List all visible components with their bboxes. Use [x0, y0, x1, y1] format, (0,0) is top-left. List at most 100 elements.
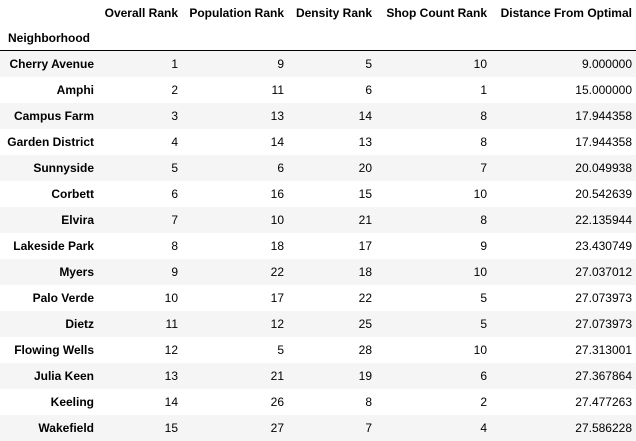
row-label-neighborhood: Julia Keen: [33, 368, 94, 383]
row-label-neighborhood: Myers: [59, 264, 94, 279]
table-row: Corbett 6 16 15 10 20.542639: [0, 180, 636, 207]
cell-density-rank: 21: [358, 212, 372, 227]
table-row: Flowing Wells 12 5 28 10 27.313001: [0, 336, 636, 363]
cell-overall-rank: 11: [165, 316, 178, 331]
cell-shop-count-rank: 10: [473, 186, 487, 201]
cell-density-rank: 19: [358, 368, 372, 383]
cell-overall-rank: 13: [164, 368, 178, 383]
cell-shop-count-rank: 1: [480, 82, 487, 97]
cell-overall-rank: 15: [164, 420, 178, 435]
row-label-neighborhood: Campus Farm: [13, 108, 94, 123]
cell-shop-count-rank: 6: [480, 368, 487, 383]
cell-shop-count-rank: 10: [473, 264, 487, 279]
table-row: Amphi 2 11 6 1 15.000000: [0, 76, 636, 103]
row-label-neighborhood: Palo Verde: [32, 290, 94, 305]
cell-shop-count-rank: 2: [480, 394, 487, 409]
cell-distance-from-optimal: 27.477263: [575, 394, 632, 409]
cell-population-rank: 26: [270, 394, 284, 409]
cell-population-rank: 27: [270, 420, 284, 435]
table-row: Keeling 14 26 8 2 27.477263: [0, 388, 636, 415]
cell-population-rank: 16: [270, 186, 284, 201]
table-row: Palo Verde 10 17 22 5 27.073973: [0, 284, 636, 311]
table-row: Dietz 11 12 25 5 27.073973: [0, 310, 636, 337]
cell-population-rank: 22: [270, 264, 284, 279]
table-row: Julia Keen 13 21 19 6 27.367864: [0, 362, 636, 389]
row-label-neighborhood: Corbett: [51, 186, 94, 201]
cell-overall-rank: 12: [164, 342, 178, 357]
table-header: Overall Rank Population Rank Density Ran…: [0, 0, 636, 51]
row-label-neighborhood: Cherry Avenue: [9, 56, 94, 71]
cell-population-rank: 17: [270, 290, 284, 305]
cell-shop-count-rank: 10: [473, 342, 487, 357]
cell-density-rank: 17: [358, 238, 372, 253]
cell-overall-rank: 5: [171, 160, 178, 175]
cell-distance-from-optimal: 17.944358: [575, 134, 632, 149]
cell-population-rank: 13: [270, 108, 284, 123]
row-label-neighborhood: Wakefield: [38, 420, 94, 435]
cell-population-rank: 11: [271, 82, 284, 97]
cell-overall-rank: 10: [164, 290, 178, 305]
cell-density-rank: 7: [365, 420, 372, 435]
cell-shop-count-rank: 5: [480, 290, 487, 305]
cell-distance-from-optimal: 27.073973: [575, 316, 632, 331]
cell-density-rank: 13: [358, 134, 372, 149]
table-row: Lakeside Park 8 18 17 9 23.430749: [0, 232, 636, 259]
row-label-neighborhood: Lakeside Park: [13, 238, 94, 253]
cell-density-rank: 22: [358, 290, 372, 305]
cell-distance-from-optimal: 27.586228: [575, 420, 632, 435]
cell-distance-from-optimal: 20.049938: [575, 160, 632, 175]
cell-distance-from-optimal: 27.313001: [575, 342, 632, 357]
cell-distance-from-optimal: 27.367864: [575, 368, 632, 383]
column-header-overall-rank: Overall Rank: [104, 6, 178, 20]
row-label-neighborhood: Sunnyside: [33, 160, 94, 175]
table-row: Sunnyside 5 6 20 7 20.049938: [0, 154, 636, 181]
table-body: Cherry Avenue 1 9 5 10 9.000000 Amphi 2 11 6 1 15.0…: [0, 50, 636, 441]
index-name-row: Neighborhood: [0, 26, 636, 51]
cell-density-rank: 8: [365, 394, 372, 409]
cell-overall-rank: 14: [164, 394, 178, 409]
cell-density-rank: 20: [358, 160, 372, 175]
cell-shop-count-rank: 10: [473, 56, 487, 71]
column-header-population-rank: Population Rank: [189, 6, 284, 20]
cell-shop-count-rank: 7: [480, 160, 487, 175]
row-label-neighborhood: Keeling: [50, 394, 94, 409]
table-row: Garden District 4 14 13 8 17.944358: [0, 128, 636, 155]
cell-density-rank: 28: [358, 342, 372, 357]
cell-distance-from-optimal: 17.944358: [575, 108, 632, 123]
row-label-neighborhood: Dietz: [65, 316, 94, 331]
cell-distance-from-optimal: 23.430749: [575, 238, 632, 253]
column-header-distance-from-optimal: Distance From Optimal: [500, 6, 632, 20]
cell-overall-rank: 9: [171, 264, 178, 279]
cell-distance-from-optimal: 20.542639: [575, 186, 632, 201]
cell-density-rank: 6: [365, 82, 372, 97]
column-header-density-rank: Density Rank: [295, 6, 372, 20]
cell-population-rank: 21: [270, 368, 284, 383]
cell-overall-rank: 7: [171, 212, 178, 227]
table-row: Myers 9 22 18 10 27.037012: [0, 258, 636, 285]
table-row: Cherry Avenue 1 9 5 10 9.000000: [0, 50, 636, 77]
cell-density-rank: 5: [365, 56, 372, 71]
cell-population-rank: 14: [270, 134, 284, 149]
cell-population-rank: 18: [270, 238, 284, 253]
cell-distance-from-optimal: 22.135944: [575, 212, 632, 227]
cell-overall-rank: 2: [171, 82, 178, 97]
cell-distance-from-optimal: 15.000000: [575, 82, 632, 97]
cell-overall-rank: 8: [171, 238, 178, 253]
cell-overall-rank: 6: [171, 186, 178, 201]
cell-shop-count-rank: 9: [480, 238, 487, 253]
column-header-shop-count-rank: Shop Count Rank: [386, 6, 487, 20]
row-label-neighborhood: Elvira: [61, 212, 94, 227]
cell-population-rank: 6: [277, 160, 284, 175]
cell-population-rank: 12: [270, 316, 284, 331]
cell-shop-count-rank: 8: [480, 134, 487, 149]
cell-shop-count-rank: 8: [480, 212, 487, 227]
cell-density-rank: 15: [358, 186, 372, 201]
cell-overall-rank: 4: [171, 134, 178, 149]
cell-density-rank: 25: [358, 316, 372, 331]
cell-population-rank: 5: [277, 342, 284, 357]
cell-overall-rank: 3: [171, 108, 178, 123]
cell-density-rank: 18: [358, 264, 372, 279]
index-name-header: Neighborhood: [8, 31, 90, 45]
row-label-neighborhood: Flowing Wells: [14, 342, 94, 357]
